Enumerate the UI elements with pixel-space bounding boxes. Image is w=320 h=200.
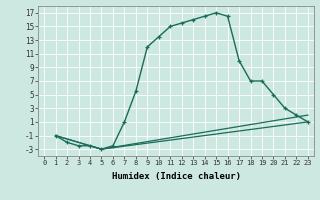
X-axis label: Humidex (Indice chaleur): Humidex (Indice chaleur)	[111, 172, 241, 181]
